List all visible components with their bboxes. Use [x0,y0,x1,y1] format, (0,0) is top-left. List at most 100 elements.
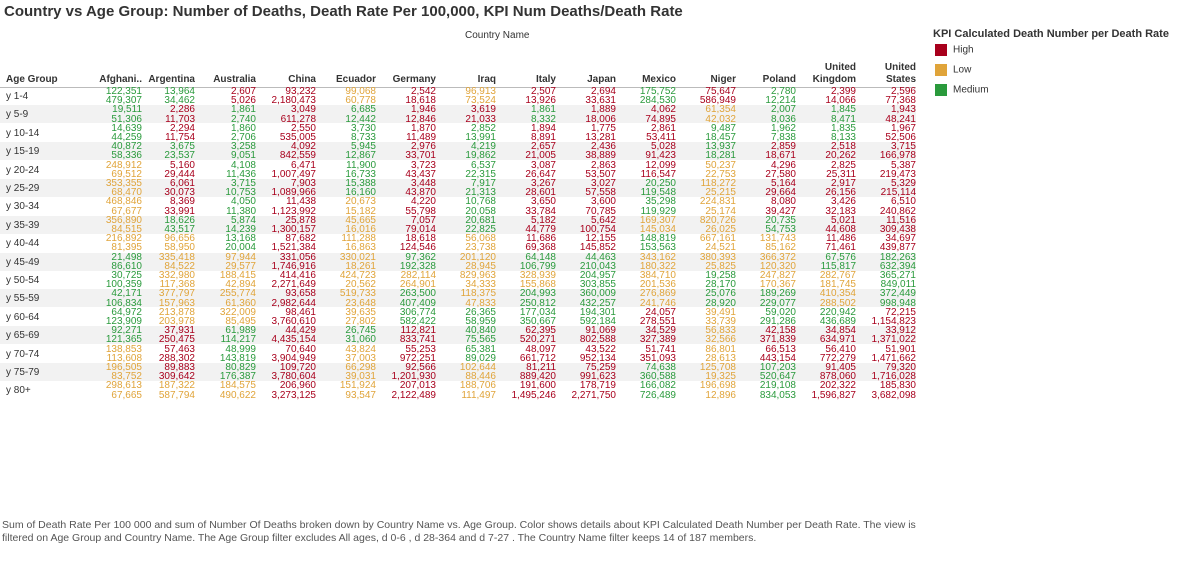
cell-death-rate[interactable]: 5,329 [890,178,916,189]
cell-number-of-deaths[interactable]: 14,066 [825,95,856,107]
cell-death-rate[interactable]: 196,505 [105,362,142,373]
row-label[interactable]: y 20-24 [6,164,40,176]
cell-death-rate[interactable]: 216,892 [105,233,142,245]
cell-death-rate[interactable]: 97,944 [225,251,256,263]
cell-death-rate[interactable]: 92,566 [405,362,436,373]
cell-number-of-deaths[interactable]: 32,183 [825,205,856,217]
cell-number-of-deaths[interactable]: 12,867 [345,150,376,162]
cell-number-of-deaths[interactable]: 33,631 [585,95,616,107]
cell-death-rate[interactable]: 182,263 [879,251,916,263]
cell-death-rate[interactable]: 366,372 [759,251,796,263]
cell-death-rate[interactable]: 1,889 [590,104,616,116]
cell-number-of-deaths[interactable]: 75,565 [465,334,496,346]
cell-death-rate[interactable]: 87,682 [285,233,316,245]
cell-death-rate[interactable]: 40,840 [465,325,496,337]
cell-death-rate[interactable]: 12,099 [645,159,676,171]
cell-death-rate[interactable]: 66,298 [345,362,376,373]
cell-death-rate[interactable]: 322,009 [219,306,256,318]
cell-number-of-deaths[interactable]: 284,530 [639,95,676,107]
cell-number-of-deaths[interactable]: 16,160 [345,187,376,199]
cell-death-rate[interactable]: 3,426 [830,196,856,208]
cell-number-of-deaths[interactable]: 79,014 [405,224,436,235]
cell-death-rate[interactable]: 3,087 [530,159,556,171]
cell-number-of-deaths[interactable]: 12,896 [705,389,736,401]
cell-number-of-deaths[interactable]: 1,471,662 [871,352,917,364]
cell-death-rate[interactable]: 3,715 [230,178,256,189]
cell-death-rate[interactable]: 177,034 [519,306,556,318]
cell-number-of-deaths[interactable]: 53,411 [646,132,676,143]
cell-number-of-deaths[interactable]: 100,359 [105,279,142,291]
cell-death-rate[interactable]: 42,158 [765,325,796,337]
cell-death-rate[interactable]: 1,845 [830,104,856,116]
cell-death-rate[interactable]: 61,989 [225,325,256,337]
cell-number-of-deaths[interactable]: 23,648 [345,297,376,309]
cell-number-of-deaths[interactable]: 43,517 [164,224,195,235]
cell-death-rate[interactable]: 189,269 [759,288,796,300]
cell-death-rate[interactable]: 11,486 [826,233,856,245]
row-label[interactable]: y 25-29 [6,183,40,194]
cell-number-of-deaths[interactable]: 22,753 [705,168,736,180]
cell-death-rate[interactable]: 66,513 [765,343,796,355]
cell-number-of-deaths[interactable]: 113,608 [106,352,142,364]
cell-death-rate[interactable]: 1,946 [410,104,436,116]
row-label[interactable]: y 75-79 [6,367,40,378]
cell-number-of-deaths[interactable]: 16,733 [345,168,376,180]
cell-number-of-deaths[interactable]: 73,524 [465,95,496,107]
column-header[interactable]: United Kingdom [786,62,856,86]
row-label[interactable]: y 65-69 [6,330,40,342]
cell-death-rate[interactable]: 56,068 [465,233,496,245]
cell-death-rate[interactable]: 194,301 [579,306,616,318]
cell-number-of-deaths[interactable]: 350,667 [519,316,556,327]
cell-death-rate[interactable]: 1,962 [770,122,796,134]
cell-death-rate[interactable]: 18,618 [405,233,436,245]
cell-death-rate[interactable]: 2,976 [410,141,436,153]
cell-death-rate[interactable]: 26,365 [465,306,496,318]
cell-death-rate[interactable]: 48,097 [525,343,556,355]
cell-death-rate[interactable]: 55,253 [405,343,436,355]
cell-death-rate[interactable]: 11,900 [346,159,376,171]
cell-death-rate[interactable]: 97,362 [405,251,436,263]
cell-death-rate[interactable]: 131,743 [759,233,796,245]
cell-death-rate[interactable]: 107,203 [759,362,796,373]
cell-death-rate[interactable]: 18,626 [164,214,195,226]
cell-death-rate[interactable]: 188,706 [459,380,496,392]
cell-death-rate[interactable]: 263,500 [399,288,436,300]
cell-number-of-deaths[interactable]: 24,521 [705,242,736,254]
cell-number-of-deaths[interactable]: 634,971 [819,334,856,346]
cell-number-of-deaths[interactable]: 33,739 [705,316,736,327]
cell-death-rate[interactable]: 4,108 [230,159,256,171]
row-label[interactable]: y 50-54 [6,275,40,286]
cell-death-rate[interactable]: 91,405 [825,362,856,373]
column-header[interactable]: Japan [546,74,616,86]
cell-death-rate[interactable]: 86,801 [705,343,736,355]
cell-death-rate[interactable]: 2,542 [410,86,436,97]
cell-death-rate[interactable]: 5,182 [530,214,556,226]
cell-death-rate[interactable]: 138,853 [105,343,142,355]
cell-number-of-deaths[interactable]: 833,741 [399,334,436,346]
cell-number-of-deaths[interactable]: 889,420 [519,371,556,383]
cell-number-of-deaths[interactable]: 8,332 [530,113,556,125]
cell-death-rate[interactable]: 42,171 [111,288,142,300]
cell-death-rate[interactable]: 44,429 [285,325,316,337]
cell-death-rate[interactable]: 20,681 [465,214,496,226]
cell-death-rate[interactable]: 91,069 [585,325,616,337]
cell-number-of-deaths[interactable]: 27,802 [345,316,376,327]
cell-number-of-deaths[interactable]: 661,712 [519,352,556,364]
cell-death-rate[interactable]: 6,537 [470,159,496,171]
cell-number-of-deaths[interactable]: 28,613 [705,352,736,364]
cell-death-rate[interactable]: 8,080 [770,196,796,208]
cell-number-of-deaths[interactable]: 351,093 [639,352,676,364]
cell-number-of-deaths[interactable]: 71,461 [825,242,856,254]
cell-number-of-deaths[interactable]: 32,566 [705,334,736,346]
cell-death-rate[interactable]: 51,741 [645,343,676,355]
cell-death-rate[interactable]: 118,375 [460,288,496,300]
cell-death-rate[interactable]: 80,829 [225,362,256,373]
cell-death-rate[interactable]: 424,723 [339,270,376,281]
cell-death-rate[interactable]: 372,449 [879,288,916,300]
cell-number-of-deaths[interactable]: 29,444 [164,168,195,180]
cell-death-rate[interactable]: 1,835 [830,122,856,134]
cell-number-of-deaths[interactable]: 23,537 [164,150,195,162]
cell-number-of-deaths[interactable]: 60,778 [345,95,376,107]
cell-number-of-deaths[interactable]: 842,559 [279,150,316,162]
cell-number-of-deaths[interactable]: 18,671 [765,150,796,162]
